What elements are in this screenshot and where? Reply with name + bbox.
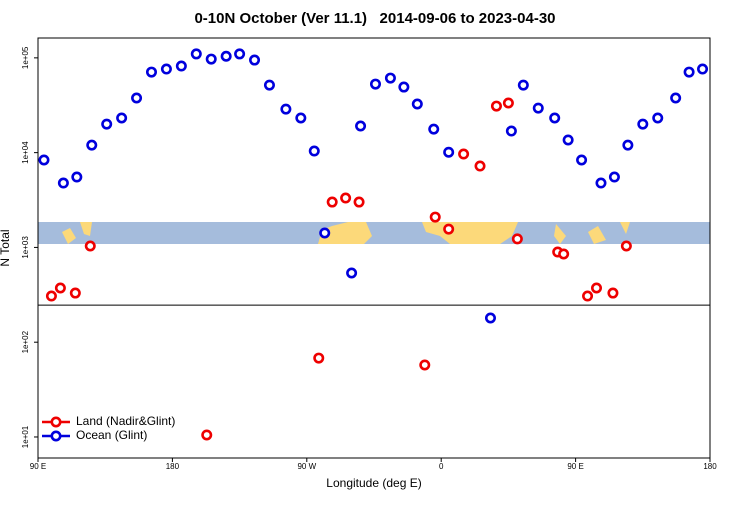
point xyxy=(319,227,331,239)
point xyxy=(591,282,603,294)
point xyxy=(474,160,486,172)
point xyxy=(71,171,83,183)
point xyxy=(175,60,187,72)
point xyxy=(582,290,594,302)
legend-marker xyxy=(50,430,62,442)
point xyxy=(340,192,352,204)
point xyxy=(131,92,143,104)
point xyxy=(160,63,172,75)
point xyxy=(295,112,307,124)
point xyxy=(443,223,455,235)
point xyxy=(558,248,570,260)
x-tick-label: 180 xyxy=(166,462,180,471)
point xyxy=(355,120,367,132)
y-tick-label: 1e+03 xyxy=(21,236,30,259)
point xyxy=(398,81,410,93)
point xyxy=(595,177,607,189)
x-tick-label: 90 E xyxy=(567,462,583,471)
y-tick-label: 1e+02 xyxy=(21,330,30,353)
point xyxy=(502,97,514,109)
point xyxy=(263,79,275,91)
chart-title: 0-10N October (Ver 11.1) 2014-09-06 to 2… xyxy=(194,10,555,27)
plot-frame xyxy=(37,37,711,459)
point xyxy=(549,112,561,124)
legend-marker xyxy=(50,416,62,428)
point xyxy=(458,148,470,160)
point xyxy=(697,63,709,75)
point xyxy=(652,112,664,124)
point xyxy=(220,50,232,62)
point xyxy=(411,98,423,110)
point xyxy=(428,123,440,135)
point xyxy=(369,78,381,90)
point xyxy=(201,429,213,441)
point xyxy=(637,118,649,130)
point xyxy=(562,134,574,146)
point xyxy=(607,287,619,299)
legend: Land (Nadir&Glint)Ocean (Glint) xyxy=(42,414,175,442)
point xyxy=(205,53,217,65)
point xyxy=(484,312,496,324)
point xyxy=(308,145,320,157)
point xyxy=(38,154,50,166)
legend-label: Ocean (Glint) xyxy=(76,428,147,442)
point xyxy=(353,196,365,208)
legend-label: Land (Nadir&Glint) xyxy=(76,414,175,428)
point xyxy=(145,66,157,78)
point xyxy=(57,177,69,189)
point xyxy=(670,92,682,104)
point xyxy=(505,125,517,137)
point xyxy=(429,211,441,223)
point xyxy=(116,112,128,124)
point xyxy=(326,196,338,208)
y-axis-label: N Total xyxy=(0,229,12,266)
point xyxy=(384,72,396,84)
point xyxy=(69,287,81,299)
x-tick-label: 90 E xyxy=(30,462,46,471)
point xyxy=(532,102,544,114)
y-tick-label: 1e+01 xyxy=(21,425,30,448)
point xyxy=(608,171,620,183)
point xyxy=(54,282,66,294)
point xyxy=(620,240,632,252)
point xyxy=(249,54,261,66)
point xyxy=(101,118,113,130)
point xyxy=(490,100,502,112)
point xyxy=(622,139,634,151)
map-strip xyxy=(38,222,710,244)
point xyxy=(346,267,358,279)
y-tick-label: 1e+05 xyxy=(21,46,30,69)
x-tick-label: 90 W xyxy=(297,462,316,471)
point xyxy=(45,290,57,302)
point xyxy=(313,352,325,364)
x-axis-label: Longitude (deg E) xyxy=(326,476,421,490)
x-tick-label: 0 xyxy=(439,462,444,471)
point xyxy=(517,79,529,91)
point xyxy=(443,146,455,158)
y-tick-label: 1e+04 xyxy=(21,141,30,164)
point xyxy=(190,48,202,60)
point xyxy=(576,154,588,166)
point xyxy=(511,233,523,245)
point xyxy=(683,66,695,78)
point xyxy=(234,48,246,60)
point xyxy=(84,240,96,252)
point xyxy=(419,359,431,371)
point xyxy=(86,139,98,151)
x-tick-label: 180 xyxy=(703,462,717,471)
point xyxy=(280,103,292,115)
